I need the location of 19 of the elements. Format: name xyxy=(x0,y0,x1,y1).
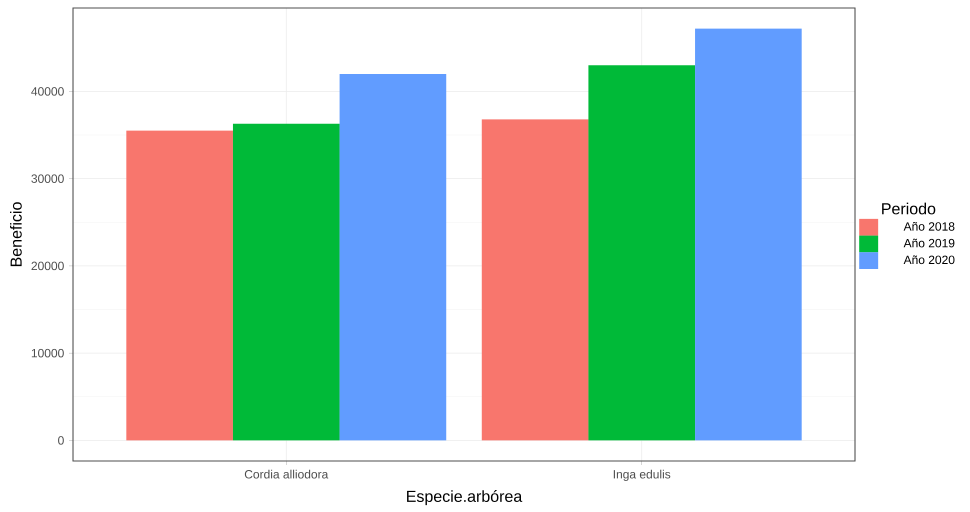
y-tick-label: 10000 xyxy=(32,348,64,358)
legend-title: Periodo xyxy=(882,202,936,214)
bar xyxy=(695,28,802,440)
y-tick-label: 40000 xyxy=(31,87,64,96)
y-tick-label: 0 xyxy=(58,436,64,445)
x-axis-title: Especie.arbórea xyxy=(407,490,522,506)
bar xyxy=(588,65,696,440)
bar xyxy=(340,74,446,440)
y-axis-title: Beneficio xyxy=(10,202,22,266)
y-tick-label: 30000 xyxy=(31,174,64,183)
bar xyxy=(482,119,588,440)
legend-label: Año 2018 xyxy=(904,222,954,231)
legend-label: Año 2020 xyxy=(904,255,954,264)
bar xyxy=(232,124,340,440)
legend-label: Año 2019 xyxy=(904,238,954,248)
bar xyxy=(126,130,233,440)
x-tick-label: Cordia alliodora xyxy=(244,470,328,479)
y-tick-label: 20000 xyxy=(32,262,64,270)
x-tick-label: Inga edulis xyxy=(614,470,670,481)
